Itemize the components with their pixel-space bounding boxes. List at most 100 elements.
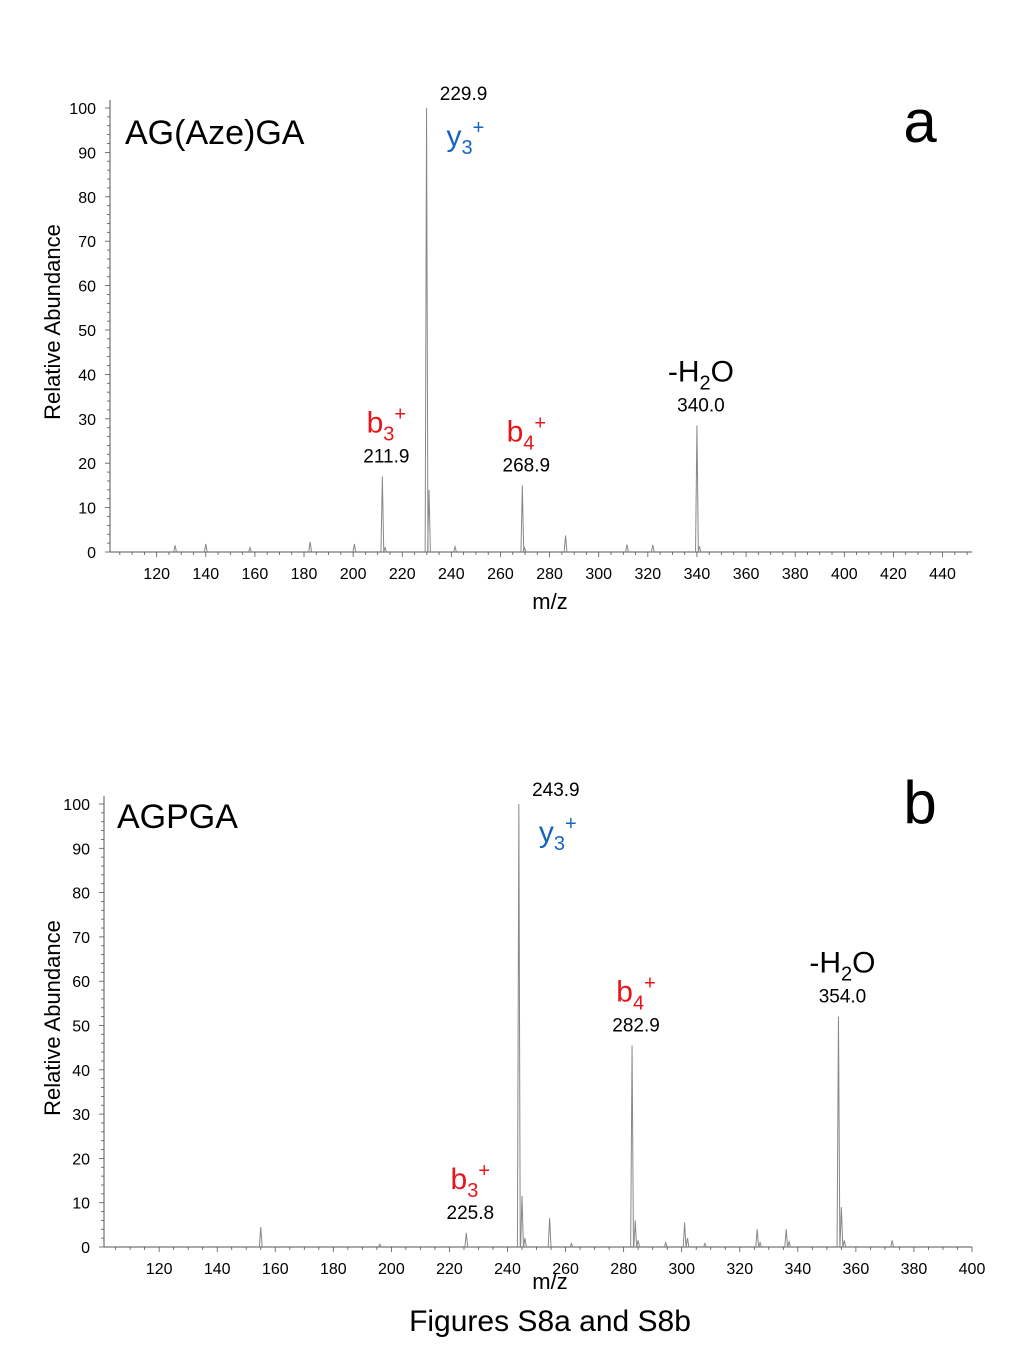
- x-tick-label: 120: [146, 1261, 173, 1278]
- x-tick-label: 240: [494, 1261, 521, 1278]
- spectrum-peak: [839, 1207, 844, 1248]
- y-tick-label: 30: [78, 412, 96, 429]
- spectrum-peak: [547, 1218, 552, 1248]
- spectrum-peak: [520, 1196, 524, 1248]
- y-tick-label: 60: [78, 279, 96, 296]
- spectrum-peak: [173, 545, 177, 553]
- x-tick-label: 280: [610, 1261, 637, 1278]
- x-tick-label: 180: [291, 566, 318, 583]
- spectrum-peak: [703, 1242, 707, 1248]
- spectrum-peak: [625, 544, 629, 553]
- spectrum-peak: [890, 1240, 895, 1248]
- y-tick-label: 40: [78, 367, 96, 384]
- x-tick-label: 300: [585, 566, 612, 583]
- x-tick-label: 340: [684, 566, 711, 583]
- panel-label: a: [903, 88, 937, 155]
- x-tick-label: 260: [487, 566, 514, 583]
- spectrum-peak: [248, 545, 252, 553]
- y-tick-label: 0: [81, 1240, 90, 1257]
- x-tick-label: 440: [929, 566, 956, 583]
- y-tick-label: 70: [72, 930, 90, 947]
- ion-label: y3+: [539, 813, 577, 855]
- panel-label: b: [903, 769, 936, 836]
- x-tick-label: 300: [668, 1261, 695, 1278]
- spectrum-panel-a: 120 140 160 180 200 220 240 260 280 300 320 340 360 3…: [40, 84, 972, 614]
- spectrum-peak: [523, 1238, 527, 1248]
- x-tick-label: 140: [204, 1261, 231, 1278]
- spectrum-peak: [516, 803, 521, 1248]
- spectrum-peak: [650, 544, 655, 553]
- x-tick-label: 200: [340, 566, 367, 583]
- spectrum-peak: [427, 489, 431, 553]
- ion-label: -H2O: [809, 947, 875, 986]
- y-tick-label: 60: [72, 974, 90, 991]
- spectrum-peak: [755, 1229, 760, 1248]
- y-tick-label: 80: [72, 886, 90, 903]
- peak-mz-label: 282.9: [612, 1015, 660, 1036]
- spectrum-peak: [682, 1222, 687, 1248]
- x-tick-label: 320: [726, 1261, 753, 1278]
- ion-label: b4+: [507, 412, 547, 454]
- spectrum-peak: [424, 107, 429, 553]
- x-tick-label: 360: [843, 1261, 870, 1278]
- x-tick-label: 400: [831, 566, 858, 583]
- y-tick-label: 40: [72, 1063, 90, 1080]
- spectrum-peak: [377, 1243, 382, 1248]
- y-tick-label: 100: [69, 101, 96, 118]
- spectrum-peak: [787, 1239, 791, 1248]
- spectrum-peak: [697, 546, 702, 553]
- ion-label: b3+: [451, 1160, 491, 1202]
- peak-mz-label: 211.9: [363, 447, 409, 468]
- spectrum-panel-b: 120 140 160 180 200 220 240 260 280 300 320 340 360 3…: [40, 769, 985, 1294]
- x-tick-label: 260: [552, 1261, 579, 1278]
- spectrum-peak: [308, 541, 313, 553]
- peak-mz-label: 225.8: [447, 1203, 495, 1224]
- ion-label: -H2O: [668, 355, 734, 394]
- spectrum-peak: [520, 485, 525, 553]
- x-tick-label: 380: [782, 566, 809, 583]
- spectrum-peak: [203, 543, 208, 553]
- y-axis-label: Relative Abundance: [40, 920, 65, 1116]
- spectrum-peak: [563, 535, 568, 553]
- peptide-title: AG(Aze)GA: [125, 114, 305, 152]
- x-tick-label: 220: [436, 1261, 463, 1278]
- y-tick-label: 30: [72, 1107, 90, 1124]
- ion-label: y3+: [447, 117, 485, 159]
- y-tick-label: 50: [78, 323, 96, 340]
- peak-mz-label: 268.9: [503, 455, 551, 476]
- spectrum-peak: [383, 545, 387, 553]
- x-tick-label: 420: [880, 566, 907, 583]
- ion-label: b4+: [616, 972, 656, 1014]
- spectrum-peak: [685, 1238, 690, 1248]
- y-tick-label: 20: [78, 456, 96, 473]
- peak-mz-label: 354.0: [819, 987, 867, 1008]
- ion-label: b3+: [367, 404, 407, 446]
- spectrum-peak: [633, 1220, 638, 1248]
- y-tick-label: 0: [87, 545, 96, 562]
- y-tick-label: 10: [78, 501, 96, 518]
- y-tick-label: 20: [72, 1151, 90, 1168]
- spectrum-peak: [630, 1045, 634, 1248]
- x-tick-label: 180: [320, 1261, 347, 1278]
- x-tick-label: 160: [242, 566, 269, 583]
- x-tick-label: 320: [634, 566, 661, 583]
- x-tick-label: 280: [536, 566, 563, 583]
- peak-mz-label: 229.9: [440, 84, 488, 105]
- x-tick-label: 140: [192, 566, 219, 583]
- y-tick-label: 70: [78, 234, 96, 251]
- spectrum-peak: [380, 476, 385, 553]
- x-tick-label: 400: [959, 1261, 986, 1278]
- spectrum-peak: [836, 1016, 841, 1248]
- y-tick-label: 100: [63, 797, 90, 814]
- x-tick-label: 160: [262, 1261, 289, 1278]
- x-tick-label: 220: [389, 566, 416, 583]
- spectrum-peak: [453, 544, 457, 553]
- spectrum-peak: [464, 1232, 469, 1248]
- spectrum-peak: [758, 1240, 762, 1248]
- x-tick-label: 240: [438, 566, 465, 583]
- y-tick-label: 80: [78, 190, 96, 207]
- spectrum-peak: [352, 543, 357, 553]
- x-axis-label: m/z: [532, 1269, 567, 1294]
- x-tick-label: 340: [784, 1261, 811, 1278]
